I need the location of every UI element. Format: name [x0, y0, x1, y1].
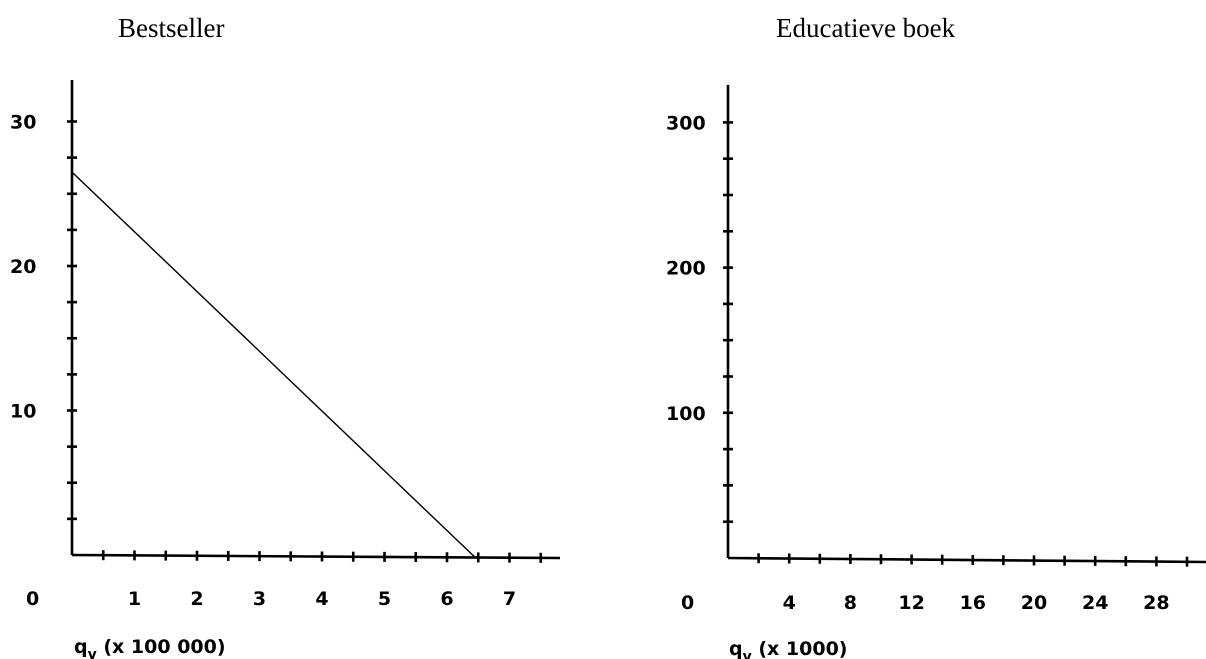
x-tick-label: 28	[1143, 592, 1169, 614]
tick-marks	[723, 121, 1189, 567]
x-axis-label-main: q	[729, 638, 743, 659]
x-axis-label: qv (x 1000)	[729, 638, 847, 659]
tick-marks	[67, 120, 543, 563]
y-tick-label: 10	[10, 401, 36, 423]
y-tick-labels: 100 200 300	[666, 112, 706, 424]
x-tick-label: 20	[1021, 592, 1047, 614]
x-tick-label: 4	[783, 592, 796, 614]
origin-label: 0	[26, 588, 39, 610]
origin-label: 0	[681, 592, 694, 614]
x-tick-label: 16	[960, 592, 986, 614]
x-axis-label: qv (x 100 000)	[74, 636, 226, 659]
chart-educatieve-boek: Educatieve boek 100 200 300 4 8 12 16 20 24 28 0…	[666, 13, 1206, 659]
chart-title: Bestseller	[118, 13, 224, 43]
x-tick-label: 24	[1082, 592, 1108, 614]
x-tick-label: 2	[190, 588, 203, 610]
x-axis-label-subscript: v	[88, 647, 97, 659]
x-tick-label: 7	[503, 588, 516, 610]
x-tick-label: 1	[128, 588, 141, 610]
x-axis	[71, 553, 561, 560]
y-tick-label: 20	[10, 256, 36, 278]
x-axis-label-rest: (x 1000)	[752, 638, 848, 659]
x-tick-labels: 4 8 12 16 20 24 28	[783, 592, 1170, 614]
x-tick-labels: 1 2 3 4 5 6 7	[128, 588, 516, 610]
y-tick-label: 30	[10, 112, 36, 134]
x-axis-label-subscript: v	[743, 649, 752, 659]
y-tick-label: 300	[666, 112, 706, 134]
y-tick-label: 200	[666, 258, 706, 280]
x-tick-label: 8	[844, 592, 857, 614]
x-tick-label: 5	[378, 588, 391, 610]
y-tick-label: 100	[666, 403, 706, 425]
x-axis-label-main: q	[74, 636, 88, 658]
y-tick-labels: 10 20 30	[10, 112, 36, 423]
x-tick-label: 6	[440, 588, 453, 610]
x-tick-label: 12	[898, 592, 924, 614]
x-axis	[727, 556, 1206, 564]
x-tick-label: 4	[315, 588, 328, 610]
chart-bestseller: Bestseller 10 20 30 1 2 3 4 5 6 7 0 qv (x 100 00…	[10, 13, 561, 659]
chart-title: Educatieve boek	[776, 13, 956, 43]
x-tick-label: 3	[253, 588, 266, 610]
series-marks	[71, 171, 476, 558]
demand-line	[71, 171, 476, 558]
x-axis-label-rest: (x 100 000)	[97, 636, 226, 658]
